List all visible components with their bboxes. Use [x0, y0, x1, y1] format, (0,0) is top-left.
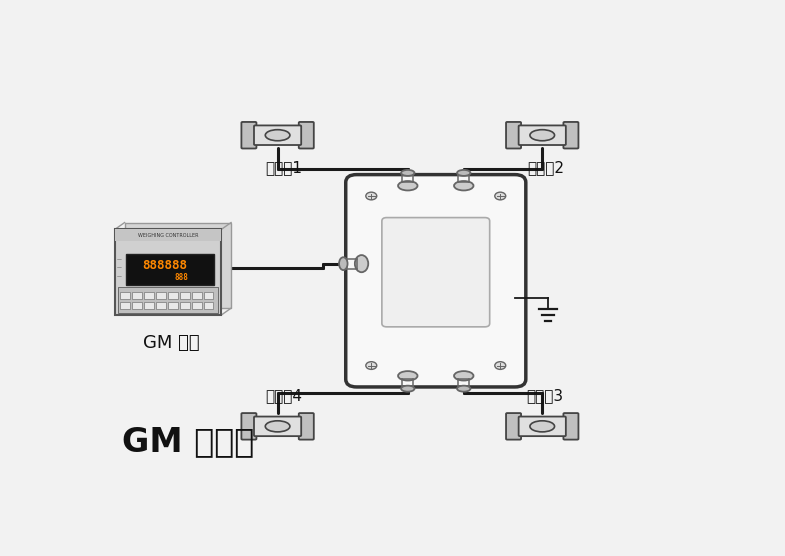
Text: 传感刨1: 传感刨1	[265, 160, 302, 175]
Bar	[192, 302, 202, 309]
Bar	[115, 230, 221, 241]
FancyBboxPatch shape	[299, 122, 314, 148]
Bar	[156, 302, 166, 309]
Ellipse shape	[355, 255, 368, 272]
Ellipse shape	[457, 386, 470, 391]
Bar	[115, 230, 221, 315]
Bar	[125, 222, 231, 308]
Bar	[156, 292, 166, 299]
Ellipse shape	[454, 371, 473, 380]
Text: —: —	[117, 266, 122, 271]
Text: GM 仪表: GM 仪表	[143, 334, 199, 353]
Bar	[180, 302, 190, 309]
Ellipse shape	[265, 421, 290, 432]
Text: 传感刨3: 传感刨3	[527, 388, 564, 403]
Text: 888888: 888888	[143, 259, 188, 271]
Text: 888: 888	[174, 273, 188, 282]
FancyBboxPatch shape	[519, 126, 566, 145]
Circle shape	[366, 192, 377, 200]
FancyBboxPatch shape	[254, 416, 301, 436]
Text: WEIGHING CONTROLLER: WEIGHING CONTROLLER	[138, 233, 199, 238]
Bar	[132, 292, 142, 299]
Ellipse shape	[398, 181, 418, 191]
Text: GM 接线盒: GM 接线盒	[122, 425, 254, 459]
FancyBboxPatch shape	[506, 413, 521, 440]
Bar	[144, 302, 154, 309]
Ellipse shape	[454, 181, 473, 191]
Bar	[132, 302, 142, 309]
Bar	[118, 287, 218, 313]
Bar	[126, 254, 214, 285]
Text: 传感刨2: 传感刨2	[527, 160, 564, 175]
FancyBboxPatch shape	[519, 416, 566, 436]
Ellipse shape	[339, 257, 348, 270]
FancyBboxPatch shape	[299, 413, 314, 440]
FancyBboxPatch shape	[564, 122, 579, 148]
Bar	[168, 292, 177, 299]
Ellipse shape	[401, 386, 414, 391]
FancyBboxPatch shape	[242, 122, 257, 148]
Ellipse shape	[265, 130, 290, 141]
Bar	[192, 292, 202, 299]
Bar	[120, 302, 130, 309]
Ellipse shape	[457, 170, 470, 176]
Circle shape	[366, 362, 377, 369]
FancyBboxPatch shape	[382, 217, 490, 327]
Circle shape	[495, 192, 506, 200]
FancyBboxPatch shape	[564, 413, 579, 440]
FancyBboxPatch shape	[242, 413, 257, 440]
FancyBboxPatch shape	[254, 126, 301, 145]
Ellipse shape	[530, 421, 554, 432]
Circle shape	[495, 362, 506, 369]
Text: —: —	[117, 274, 122, 279]
Bar	[204, 302, 214, 309]
Bar	[144, 292, 154, 299]
Ellipse shape	[530, 130, 554, 141]
Bar	[168, 302, 177, 309]
Bar	[120, 292, 130, 299]
Bar	[180, 292, 190, 299]
FancyBboxPatch shape	[89, 61, 714, 502]
Text: 传感刨4: 传感刨4	[265, 388, 302, 403]
Text: —: —	[117, 257, 122, 262]
Bar	[204, 292, 214, 299]
FancyBboxPatch shape	[506, 122, 521, 148]
FancyBboxPatch shape	[345, 175, 526, 387]
Ellipse shape	[398, 371, 418, 380]
Ellipse shape	[401, 170, 414, 176]
